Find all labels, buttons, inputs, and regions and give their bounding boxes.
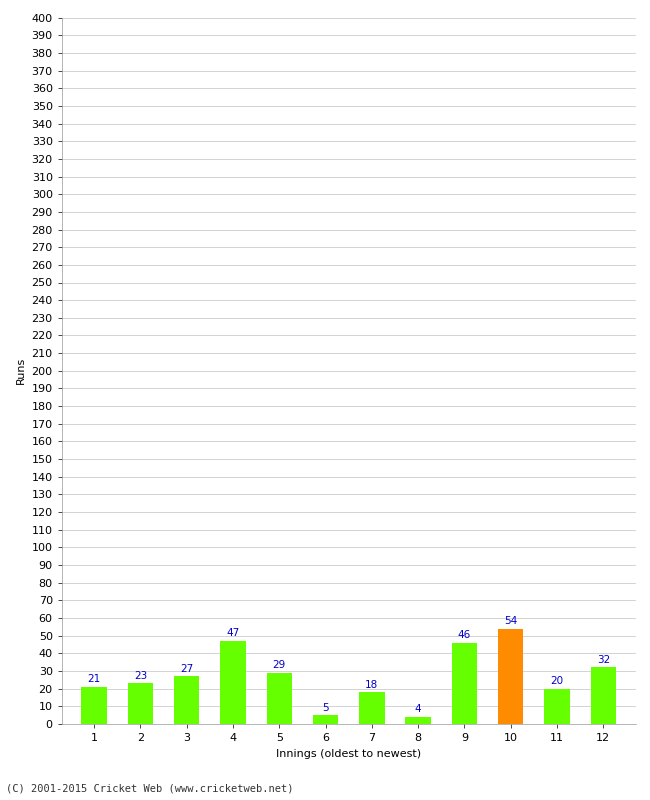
Text: 20: 20 <box>551 676 564 686</box>
Bar <box>591 667 616 724</box>
Bar <box>220 641 246 724</box>
Y-axis label: Runs: Runs <box>16 357 26 385</box>
Bar <box>452 642 477 724</box>
Bar <box>81 687 107 724</box>
Text: 21: 21 <box>88 674 101 684</box>
Text: 5: 5 <box>322 702 329 713</box>
Text: 32: 32 <box>597 655 610 665</box>
Bar <box>406 717 431 724</box>
Bar <box>498 629 523 724</box>
Text: 46: 46 <box>458 630 471 640</box>
Text: 47: 47 <box>226 628 240 638</box>
Bar <box>313 715 338 724</box>
Bar <box>127 683 153 724</box>
X-axis label: Innings (oldest to newest): Innings (oldest to newest) <box>276 749 421 758</box>
Text: 18: 18 <box>365 679 378 690</box>
Text: 29: 29 <box>272 660 286 670</box>
Bar <box>359 692 385 724</box>
Text: 27: 27 <box>180 664 193 674</box>
Text: 4: 4 <box>415 704 421 714</box>
Text: (C) 2001-2015 Cricket Web (www.cricketweb.net): (C) 2001-2015 Cricket Web (www.cricketwe… <box>6 784 294 794</box>
Bar <box>174 676 200 724</box>
Text: 54: 54 <box>504 616 517 626</box>
Bar <box>544 689 570 724</box>
Text: 23: 23 <box>134 670 147 681</box>
Bar <box>266 673 292 724</box>
